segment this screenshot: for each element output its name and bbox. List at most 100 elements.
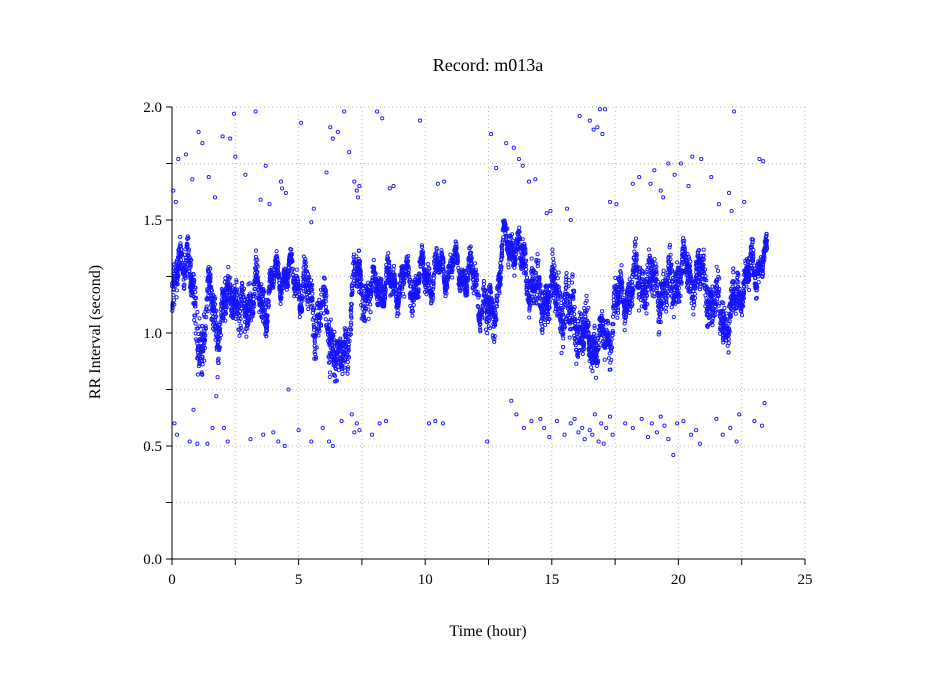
rr-point bbox=[174, 261, 179, 266]
rr-point bbox=[610, 333, 615, 338]
rr-point bbox=[567, 296, 572, 301]
rr-point bbox=[267, 288, 272, 293]
rr-point bbox=[479, 314, 485, 319]
rr-point bbox=[731, 270, 736, 275]
rr-point bbox=[227, 275, 232, 280]
rr-point bbox=[681, 254, 686, 259]
rr-point bbox=[476, 305, 481, 310]
rr-point bbox=[742, 284, 747, 289]
rr-point bbox=[456, 268, 461, 273]
rr-point bbox=[251, 301, 257, 306]
rr-point bbox=[665, 286, 670, 291]
rr-point bbox=[522, 262, 528, 267]
rr-point bbox=[434, 258, 440, 263]
rr-point bbox=[441, 274, 446, 279]
rr-point bbox=[263, 305, 268, 310]
rr-point bbox=[469, 256, 474, 261]
rr-point bbox=[241, 292, 246, 297]
rr-point bbox=[322, 276, 327, 281]
rr-point bbox=[261, 287, 266, 292]
rr-point bbox=[411, 303, 416, 308]
rr-point bbox=[325, 309, 330, 314]
rr-point bbox=[312, 325, 317, 330]
rr-point bbox=[352, 257, 357, 262]
rr-point bbox=[712, 284, 718, 290]
rr-point bbox=[349, 293, 354, 298]
rr-point bbox=[632, 244, 637, 249]
rr-point bbox=[254, 268, 259, 273]
rr-point bbox=[289, 247, 294, 252]
rr-point bbox=[461, 269, 466, 274]
rr-point bbox=[477, 311, 483, 316]
rr-point bbox=[735, 271, 740, 276]
rr-point bbox=[572, 325, 577, 330]
rr-point bbox=[284, 287, 289, 292]
rr-point bbox=[592, 339, 597, 344]
rr-point bbox=[450, 275, 455, 280]
rr-point bbox=[577, 332, 582, 337]
rr-point bbox=[761, 251, 766, 256]
rr-point bbox=[527, 315, 532, 320]
rr-point bbox=[343, 329, 348, 334]
rr-point bbox=[272, 279, 277, 284]
rr-point bbox=[360, 295, 365, 300]
rr-point bbox=[199, 370, 204, 375]
rr-point bbox=[692, 295, 698, 301]
rr-point bbox=[208, 279, 213, 284]
rr-point bbox=[323, 304, 329, 309]
rr-point bbox=[520, 266, 525, 271]
rr-point bbox=[405, 266, 410, 271]
rr-point bbox=[383, 285, 388, 291]
rr-point bbox=[208, 272, 213, 277]
rr-point bbox=[229, 301, 234, 306]
rr-point bbox=[565, 292, 570, 297]
rr-point bbox=[391, 263, 397, 268]
rr-point bbox=[196, 354, 201, 359]
rr-point bbox=[211, 315, 216, 320]
rr-point bbox=[197, 316, 202, 321]
rr-point bbox=[240, 288, 245, 293]
rr-point bbox=[633, 252, 638, 257]
rr-point bbox=[563, 280, 568, 285]
rr-point bbox=[431, 272, 436, 278]
rr-point bbox=[354, 254, 359, 259]
rr-point bbox=[176, 274, 181, 279]
rr-point bbox=[275, 272, 280, 277]
rr-point bbox=[455, 256, 460, 261]
rr-point bbox=[402, 294, 407, 299]
rr-point bbox=[181, 285, 186, 291]
rr-point bbox=[492, 339, 497, 344]
rr-point bbox=[512, 273, 517, 278]
rr-point bbox=[246, 294, 251, 299]
rr-point bbox=[731, 266, 736, 271]
rr-point bbox=[730, 297, 735, 302]
rr-point bbox=[578, 322, 583, 327]
rr-point bbox=[206, 267, 211, 272]
rr-point bbox=[378, 277, 383, 282]
rr-point bbox=[205, 289, 210, 294]
rr-point bbox=[600, 309, 605, 314]
rr-point bbox=[423, 284, 428, 289]
rr-point bbox=[587, 340, 592, 345]
rr-point bbox=[254, 262, 259, 267]
rr-point bbox=[551, 256, 556, 261]
rr-point bbox=[212, 309, 217, 314]
rr-point bbox=[263, 315, 268, 320]
chart-title: Record: m013a bbox=[433, 55, 543, 75]
rr-point bbox=[594, 350, 599, 355]
rr-point bbox=[287, 265, 292, 270]
rr-point bbox=[474, 276, 479, 281]
rr-point bbox=[591, 332, 596, 337]
rr-point bbox=[710, 323, 715, 328]
rr-point bbox=[535, 296, 540, 301]
rr-point bbox=[196, 364, 201, 369]
rr-point bbox=[561, 345, 566, 350]
rr-point bbox=[661, 268, 666, 273]
rr-point bbox=[761, 260, 766, 265]
rr-point bbox=[727, 326, 732, 331]
rr-point bbox=[558, 326, 563, 331]
rr-point bbox=[659, 296, 664, 301]
rr-point bbox=[627, 277, 632, 282]
rr-point bbox=[431, 285, 436, 290]
rr-point bbox=[183, 276, 188, 281]
